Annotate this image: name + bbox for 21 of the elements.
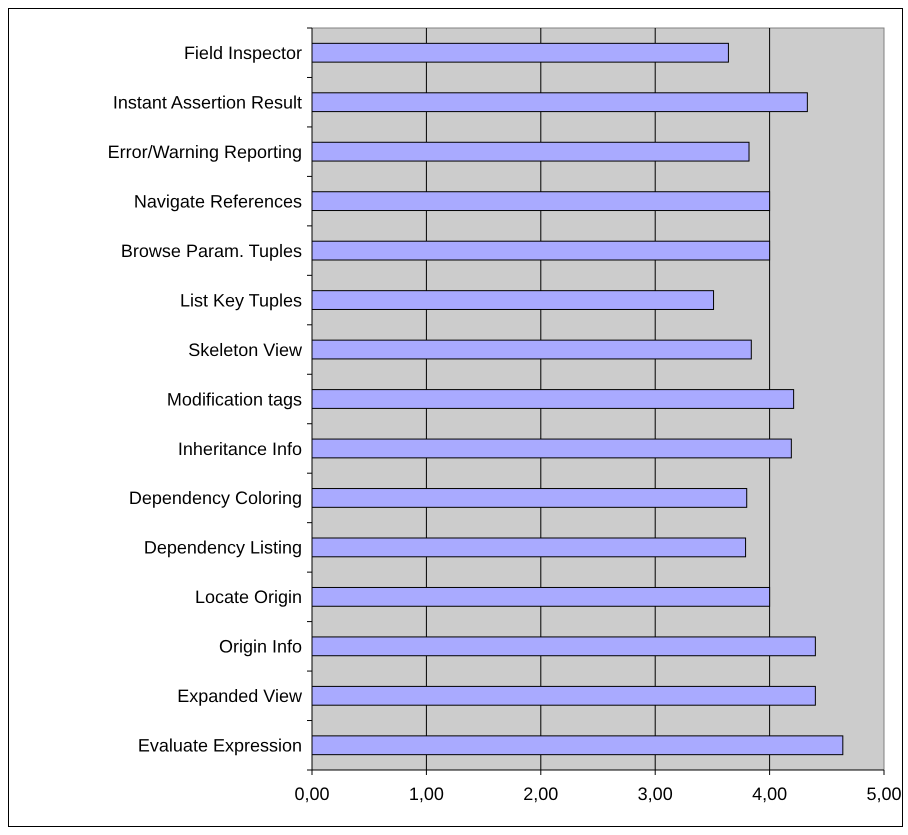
y-tick-label: Field Inspector xyxy=(184,43,302,64)
y-tick-label: Inheritance Info xyxy=(178,438,302,459)
y-tick-label: Skeleton View xyxy=(188,340,303,360)
x-tick-label: 3,00 xyxy=(638,784,673,804)
x-tick-label: 1,00 xyxy=(408,784,444,804)
y-tick-label: Browse Param. Tuples xyxy=(120,240,302,261)
y-tick-label: Navigate References xyxy=(134,191,302,212)
y-tick-label: Instant Assertion Result xyxy=(112,92,302,112)
x-tick-label: 5,00 xyxy=(866,784,902,804)
x-tick-label: 4,00 xyxy=(752,784,788,804)
x-tick-label: 2,00 xyxy=(523,784,558,804)
y-tick-label: Expanded View xyxy=(177,686,303,706)
y-tick-label: List Key Tuples xyxy=(180,290,302,310)
y-tick-label: Evaluate Expression xyxy=(138,736,302,756)
y-tick-label: Origin Info xyxy=(218,636,302,657)
y-tick-label: Modification tags xyxy=(166,389,302,410)
y-tick-label: Locate Origin xyxy=(194,587,302,608)
x-tick-label: 0,00 xyxy=(294,784,330,804)
y-tick-label: Dependency Coloring xyxy=(128,488,302,508)
y-tick-label: Dependency Listing xyxy=(144,538,302,558)
y-tick-label: Error/Warning Reporting xyxy=(108,142,302,162)
